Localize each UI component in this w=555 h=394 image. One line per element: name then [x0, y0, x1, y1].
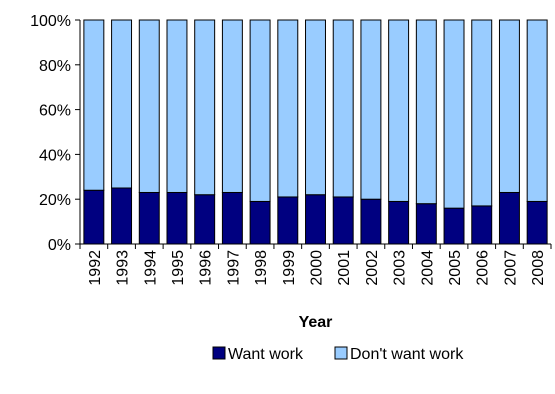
bar-dont-want-work-2008 [526, 19, 548, 202]
bar-dont-want-work-1996 [194, 19, 216, 196]
x-tick-label: 2004 [419, 250, 436, 286]
bar-dont-want-work-2004 [415, 19, 437, 205]
x-tick-label: 1998 [253, 250, 270, 286]
legend-label-dont-want-work: Don't want work [350, 346, 464, 363]
bar-want-work-1999 [277, 196, 299, 245]
bar-want-work-2000 [305, 194, 326, 245]
bar-dont-want-work-2002 [360, 19, 382, 200]
bar-dont-want-work-2007 [498, 19, 520, 193]
bar-want-work-2008 [526, 200, 548, 245]
bar-dont-want-work-1995 [166, 19, 188, 193]
bar-want-work-1992 [83, 189, 105, 245]
legend: Want work Don't want work [212, 346, 464, 363]
bar-want-work-1997 [221, 191, 243, 245]
x-tick-label: 1999 [281, 250, 298, 286]
x-tick-label: 2000 [309, 250, 326, 286]
x-tick-label: 2007 [502, 250, 519, 286]
legend-swatch-dont-want-work [334, 346, 348, 360]
y-tick-label: 40% [39, 147, 71, 164]
bar-dont-want-work-1997 [221, 19, 243, 193]
bar-want-work-2003 [388, 200, 410, 245]
bar-dont-want-work-1998 [249, 19, 271, 202]
x-tick-label: 2001 [336, 250, 353, 286]
bar-dont-want-work-2005 [443, 19, 465, 209]
bar-want-work-1995 [166, 191, 188, 245]
bar-want-work-2004 [415, 203, 437, 245]
x-tick-label: 2002 [364, 250, 381, 286]
x-tick-label: 1996 [198, 250, 215, 286]
bar-dont-want-work-2001 [332, 19, 354, 198]
bar-dont-want-work-2000 [305, 19, 326, 196]
bar-dont-want-work-2003 [388, 19, 410, 202]
bar-want-work-1993 [111, 187, 133, 245]
y-tick-label: 20% [39, 192, 71, 209]
bar-want-work-1996 [194, 194, 216, 245]
bar-dont-want-work-1999 [277, 19, 299, 198]
bar-want-work-2002 [360, 198, 382, 245]
y-tick-label: 60% [39, 103, 71, 120]
legend-swatch-want-work [212, 346, 226, 360]
bar-dont-want-work-1994 [138, 19, 160, 193]
legend-label-want-work: Want work [228, 346, 304, 363]
x-axis-title: Year [299, 314, 333, 331]
bar-want-work-2007 [498, 191, 520, 245]
bar-want-work-1998 [249, 200, 271, 245]
x-tick-label: 2008 [530, 250, 547, 286]
x-tick-label: 1994 [142, 250, 159, 286]
x-tick-label: 2003 [392, 250, 409, 286]
x-tick-label: 2006 [475, 250, 492, 286]
bar-want-work-2005 [443, 207, 465, 245]
y-tick-label: 0% [48, 237, 71, 254]
y-tick-label: 100% [30, 13, 71, 30]
x-tick-label: 1995 [170, 250, 187, 286]
x-tick-label: 1992 [87, 250, 104, 286]
bar-dont-want-work-2006 [471, 19, 493, 207]
bars [83, 19, 548, 245]
x-axis-ticks: 1992 1993 1994 1995 1996 1997 1998 1999 2000 2001… [79, 244, 552, 286]
y-tick-label: 80% [39, 58, 71, 75]
bar-want-work-2006 [471, 205, 493, 245]
x-tick-label: 2005 [447, 250, 464, 286]
x-tick-label: 1993 [115, 250, 132, 286]
bar-want-work-2001 [332, 196, 354, 245]
x-tick-label: 1997 [225, 250, 242, 286]
y-axis-ticks: 0% 20% 40% 60% 80% 100% [30, 13, 80, 254]
bar-dont-want-work-1993 [111, 19, 133, 189]
bar-want-work-1994 [138, 191, 160, 245]
bar-dont-want-work-1992 [83, 19, 105, 191]
